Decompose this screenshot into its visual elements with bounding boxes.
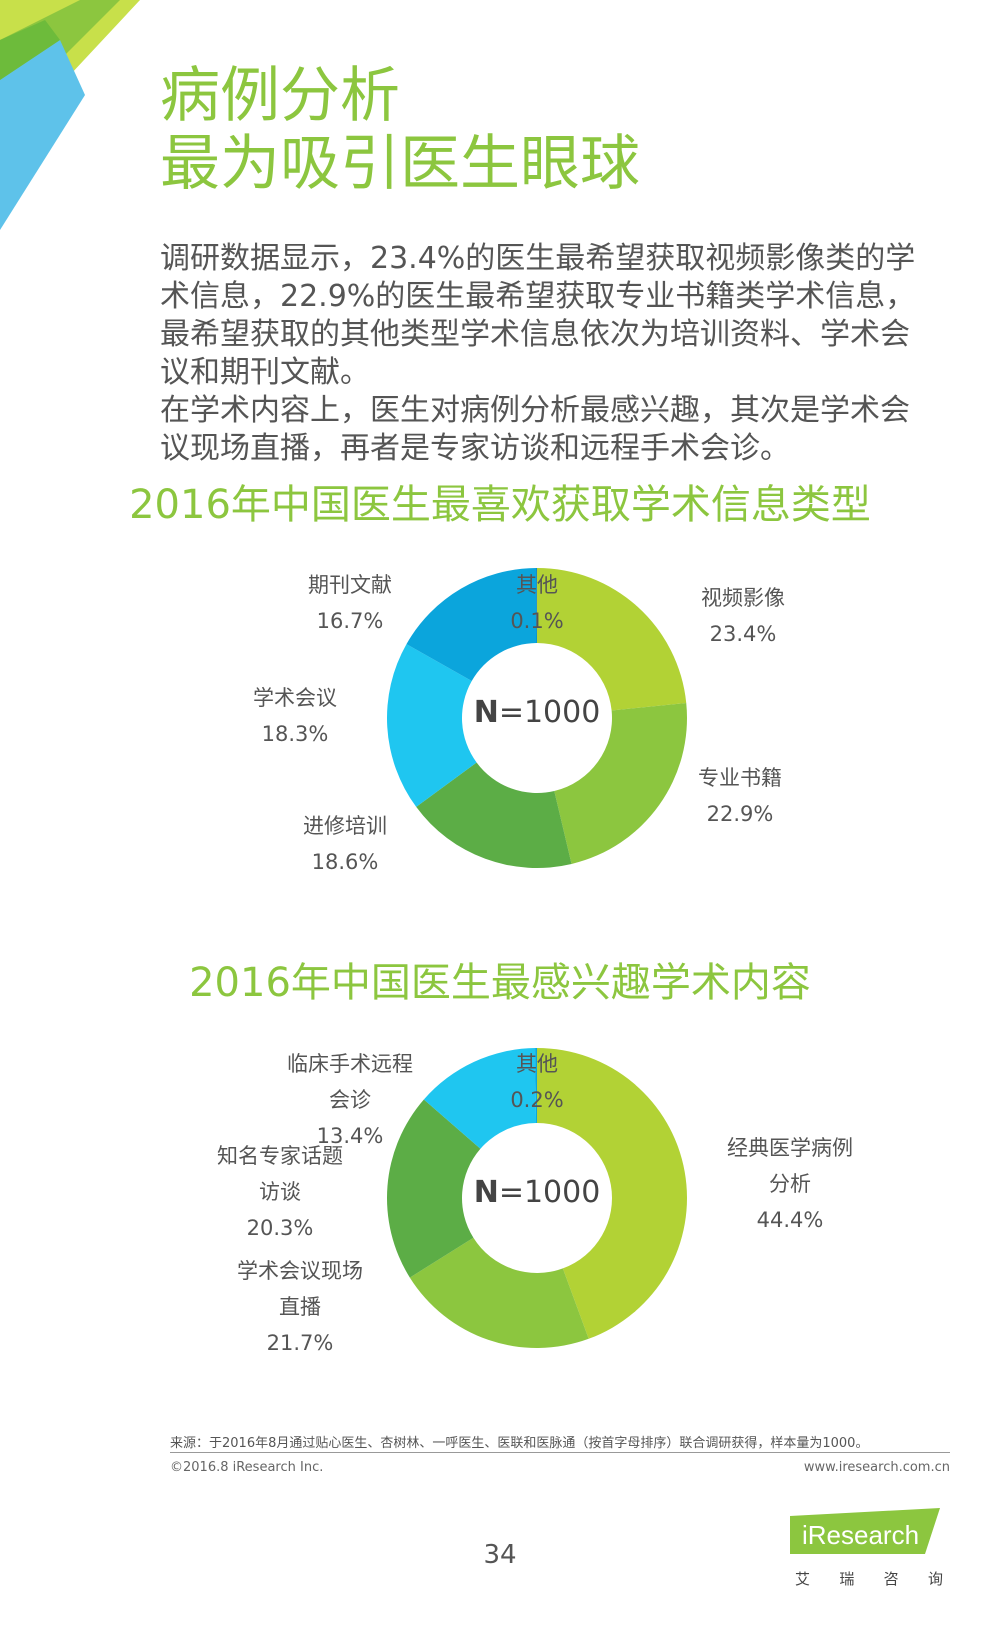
chart1-label-books-name: 专业书籍 bbox=[640, 760, 840, 796]
logo-sub-char-2: 瑞 bbox=[839, 1568, 856, 1589]
chart2-label-cases-name-2: 分析 bbox=[690, 1166, 890, 1202]
chart2-label-live-name-2: 直播 bbox=[200, 1289, 400, 1325]
chart2-label-remote: 临床手术远程 会诊 13.4% bbox=[250, 1046, 450, 1154]
chart2-label-live-name-1: 学术会议现场 bbox=[200, 1253, 400, 1289]
chart2-label-remote-name-2: 会诊 bbox=[250, 1082, 450, 1118]
chart2-center-value: =1000 bbox=[499, 1175, 600, 1210]
chart2-label-interview: 知名专家话题 访谈 20.3% bbox=[180, 1138, 380, 1246]
logo-sub-char-1: 艾 bbox=[795, 1568, 812, 1589]
intro-paragraph-1: 调研数据显示，23.4%的医生最希望获取视频影像类的学术信息，22.9%的医生最… bbox=[160, 240, 920, 392]
copyright-text: ©2016.8 iResearch Inc. bbox=[170, 1460, 323, 1475]
logo-sub-char-3: 咨 bbox=[884, 1568, 901, 1589]
chart1-label-journals: 期刊文献 16.7% bbox=[250, 567, 450, 639]
chart1-label-other-name: 其他 bbox=[437, 567, 637, 603]
logo-text: iResearch bbox=[802, 1520, 919, 1550]
chart2-title: 2016年中国医生最感兴趣学术内容 bbox=[0, 950, 1000, 1008]
logo-subtitle: 艾 瑞 咨 询 bbox=[795, 1568, 945, 1589]
chart1-label-training-name: 进修培训 bbox=[245, 808, 445, 844]
chart1-label-books: 专业书籍 22.9% bbox=[640, 760, 840, 832]
chart1-label-training-value: 18.6% bbox=[245, 844, 445, 880]
chart1-center-n: N bbox=[474, 695, 499, 730]
footer-divider bbox=[170, 1452, 950, 1453]
intro-text: 调研数据显示，23.4%的医生最希望获取视频影像类的学术信息，22.9%的医生最… bbox=[160, 240, 920, 468]
chart1-label-other-value: 0.1% bbox=[437, 603, 637, 639]
page-headline: 病例分析 最为吸引医生眼球 bbox=[160, 62, 640, 198]
chart2-label-interview-value: 20.3% bbox=[180, 1210, 380, 1246]
chart2-label-cases-name-1: 经典医学病例 bbox=[690, 1130, 890, 1166]
chart2-label-remote-value: 13.4% bbox=[250, 1118, 450, 1154]
headline-line1: 病例分析 bbox=[160, 61, 400, 131]
source-note: 来源：于2016年8月通过贴心医生、杏树林、一呼医生、医联和医脉通（按首字母排序… bbox=[170, 1432, 868, 1451]
chart2-label-live: 学术会议现场 直播 21.7% bbox=[200, 1253, 400, 1361]
headline-line2: 最为吸引医生眼球 bbox=[160, 129, 640, 199]
chart2-center-label: N=1000 bbox=[437, 1175, 637, 1210]
chart1-label-video: 视频影像 23.4% bbox=[643, 580, 843, 652]
chart1-label-journals-value: 16.7% bbox=[250, 603, 450, 639]
intro-paragraph-2: 在学术内容上，医生对病例分析最感兴趣，其次是学术会议现场直播，再者是专家访谈和远… bbox=[160, 392, 920, 468]
chart1-label-video-value: 23.4% bbox=[643, 616, 843, 652]
chart1-label-conference: 学术会议 18.3% bbox=[195, 680, 395, 752]
chart2-label-interview-name-2: 访谈 bbox=[180, 1174, 380, 1210]
iresearch-logo: iResearch bbox=[790, 1508, 940, 1558]
chart1-label-journals-name: 期刊文献 bbox=[250, 567, 450, 603]
chart2-label-other: 其他 0.2% bbox=[437, 1046, 637, 1118]
chart1-label-conference-name: 学术会议 bbox=[195, 680, 395, 716]
website-link[interactable]: www.iresearch.com.cn bbox=[804, 1460, 950, 1475]
chart1-label-training: 进修培训 18.6% bbox=[245, 808, 445, 880]
chart2-center-n: N bbox=[474, 1175, 499, 1210]
logo-sub-char-4: 询 bbox=[928, 1568, 945, 1589]
chart1-label-books-value: 22.9% bbox=[640, 796, 840, 832]
corner-decoration bbox=[0, 0, 140, 230]
chart1-label-other: 其他 0.1% bbox=[437, 567, 637, 639]
chart1-center-label: N=1000 bbox=[437, 695, 637, 730]
chart2-label-other-value: 0.2% bbox=[437, 1082, 637, 1118]
chart1-center-value: =1000 bbox=[499, 695, 600, 730]
chart2-label-remote-name-1: 临床手术远程 bbox=[250, 1046, 450, 1082]
chart2-label-live-value: 21.7% bbox=[200, 1325, 400, 1361]
chart2-label-cases-value: 44.4% bbox=[690, 1202, 890, 1238]
chart1-title: 2016年中国医生最喜欢获取学术信息类型 bbox=[0, 472, 1000, 530]
chart2-label-cases: 经典医学病例 分析 44.4% bbox=[690, 1130, 890, 1238]
chart1-label-video-name: 视频影像 bbox=[643, 580, 843, 616]
chart1-label-conference-value: 18.3% bbox=[195, 716, 395, 752]
chart2-label-other-name: 其他 bbox=[437, 1046, 637, 1082]
